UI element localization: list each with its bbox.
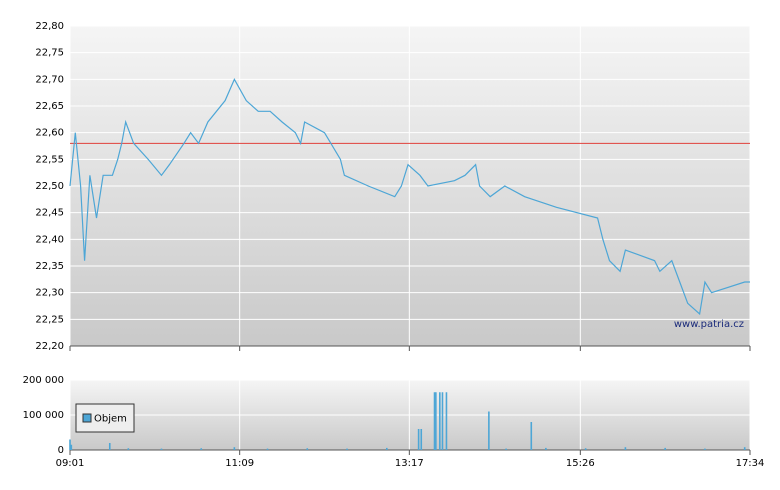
y-tick-label: 22,30 <box>35 288 64 299</box>
volume-bar <box>664 447 666 450</box>
volume-bar <box>445 392 448 450</box>
volume-bar <box>545 447 547 450</box>
volume-bar <box>108 443 111 450</box>
y-tick-label: 22,70 <box>35 74 64 85</box>
x-tick-label: 11:09 <box>225 458 254 469</box>
volume-bar <box>704 448 706 450</box>
volume-bar <box>306 448 309 450</box>
y-tick-label: 22,35 <box>35 261 64 272</box>
volume-bar <box>346 448 348 450</box>
y-tick-label: 200 000 <box>23 375 64 386</box>
y-tick-label: 22,60 <box>35 128 64 139</box>
y-tick-label: 22,45 <box>35 208 64 219</box>
volume-bar <box>624 447 627 450</box>
y-tick-label: 22,55 <box>35 154 64 165</box>
x-tick-label: 09:01 <box>56 458 85 469</box>
volume-bar <box>441 392 444 450</box>
volume-bar <box>488 411 490 450</box>
volume-bar <box>584 448 587 450</box>
volume-bar <box>233 447 236 450</box>
y-tick-label: 22,65 <box>35 101 64 112</box>
volume-bar <box>439 392 441 450</box>
y-tick-label: 100 000 <box>23 410 64 421</box>
y-tick-label: 22,50 <box>35 181 64 192</box>
volume-bar <box>743 447 746 450</box>
volume-bar <box>69 439 71 450</box>
legend-swatch <box>82 413 92 423</box>
volume-bar <box>386 447 388 450</box>
x-tick-label: 15:26 <box>566 458 595 469</box>
legend-label: Objem <box>94 414 127 425</box>
y-tick-label: 22,25 <box>35 314 64 325</box>
volume-bar <box>530 422 533 450</box>
y-tick-label: 22,40 <box>35 234 64 245</box>
y-tick-label: 0 <box>58 445 64 456</box>
watermark: www.patria.cz <box>674 319 744 330</box>
x-tick-label: 17:34 <box>736 458 765 469</box>
volume-bar <box>70 444 73 450</box>
volume-bar <box>420 429 423 450</box>
y-tick-label: 22,20 <box>35 341 64 352</box>
volume-bar <box>160 448 163 450</box>
volume-bar <box>505 448 507 450</box>
volume-bar <box>417 429 420 450</box>
x-tick-label: 13:17 <box>395 458 424 469</box>
volume-bar <box>266 448 269 450</box>
volume-bar <box>433 392 436 450</box>
y-tick-label: 22,80 <box>35 21 64 32</box>
volume-bar <box>435 392 437 450</box>
volume-bar <box>127 448 130 450</box>
volume-bar <box>200 448 203 450</box>
price-line <box>69 77 750 316</box>
y-tick-label: 22,75 <box>35 48 64 59</box>
